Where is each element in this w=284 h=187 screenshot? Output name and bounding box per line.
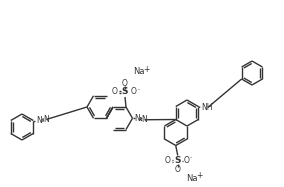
Text: N: N	[142, 115, 147, 124]
Text: -: -	[137, 87, 140, 92]
Text: O: O	[175, 165, 181, 174]
Text: S: S	[174, 156, 181, 165]
Text: O: O	[122, 79, 128, 88]
Text: -: -	[190, 156, 192, 160]
Text: +: +	[196, 171, 202, 180]
Text: O: O	[112, 88, 118, 96]
Text: +: +	[143, 65, 149, 73]
Text: NH: NH	[201, 103, 213, 112]
Text: N: N	[36, 116, 42, 125]
Text: O: O	[184, 156, 190, 165]
Text: N: N	[43, 115, 49, 124]
Text: N: N	[134, 114, 140, 123]
Text: S: S	[122, 88, 128, 96]
Text: O: O	[165, 156, 171, 165]
Text: Na: Na	[133, 68, 145, 76]
Text: O: O	[131, 88, 137, 96]
Text: Na: Na	[186, 174, 197, 183]
